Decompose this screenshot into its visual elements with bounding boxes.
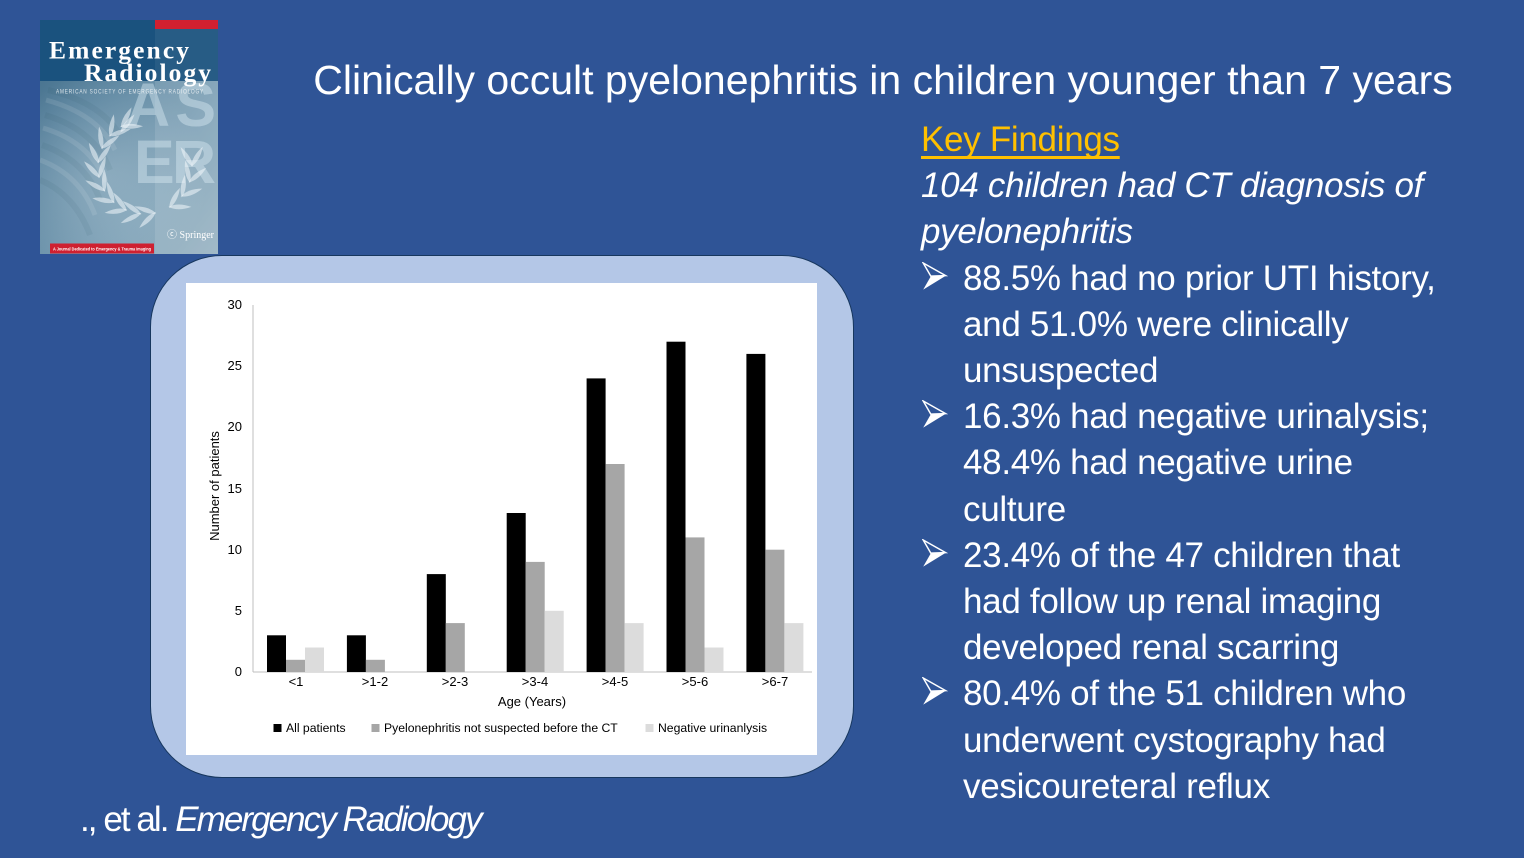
svg-text:20: 20 (228, 419, 242, 434)
svg-text:>4-5: >4-5 (602, 674, 628, 689)
svg-text:15: 15 (228, 481, 242, 496)
svg-text:10: 10 (228, 542, 242, 557)
svg-text:ER: ER (134, 128, 216, 196)
svg-text:ⓒ Springer: ⓒ Springer (167, 229, 215, 241)
svg-text:>3-4: >3-4 (522, 674, 548, 689)
svg-text:Negative urinanlysis: Negative urinanlysis (658, 721, 767, 735)
svg-text:AMERICAN SOCIETY OF EMERGENCY: AMERICAN SOCIETY OF EMERGENCY RADIOLOGY (56, 89, 204, 96)
svg-text:25: 25 (228, 358, 242, 373)
svg-text:<1: <1 (289, 674, 304, 689)
svg-text:Radiology: Radiology (84, 58, 211, 87)
svg-text:>5-6: >5-6 (682, 674, 708, 689)
svg-text:Number of patients: Number of patients (207, 431, 222, 541)
svg-text:Emergency: Emergency (49, 36, 189, 65)
svg-text:>6-7: >6-7 (762, 674, 788, 689)
svg-text:5: 5 (235, 603, 242, 618)
svg-text:>1-2: >1-2 (362, 674, 388, 689)
svg-text:Age (Years): Age (Years) (498, 694, 566, 709)
svg-text:30: 30 (228, 297, 242, 312)
svg-text:0: 0 (235, 664, 242, 679)
svg-text:Pyelonephritis not suspected b: Pyelonephritis not suspected before the … (384, 721, 618, 735)
svg-text:A Journal Dedicated to Emergen: A Journal Dedicated to Emergency & Traum… (53, 247, 151, 253)
svg-text:All patients: All patients (286, 721, 346, 735)
svg-text:>2-3: >2-3 (442, 674, 468, 689)
